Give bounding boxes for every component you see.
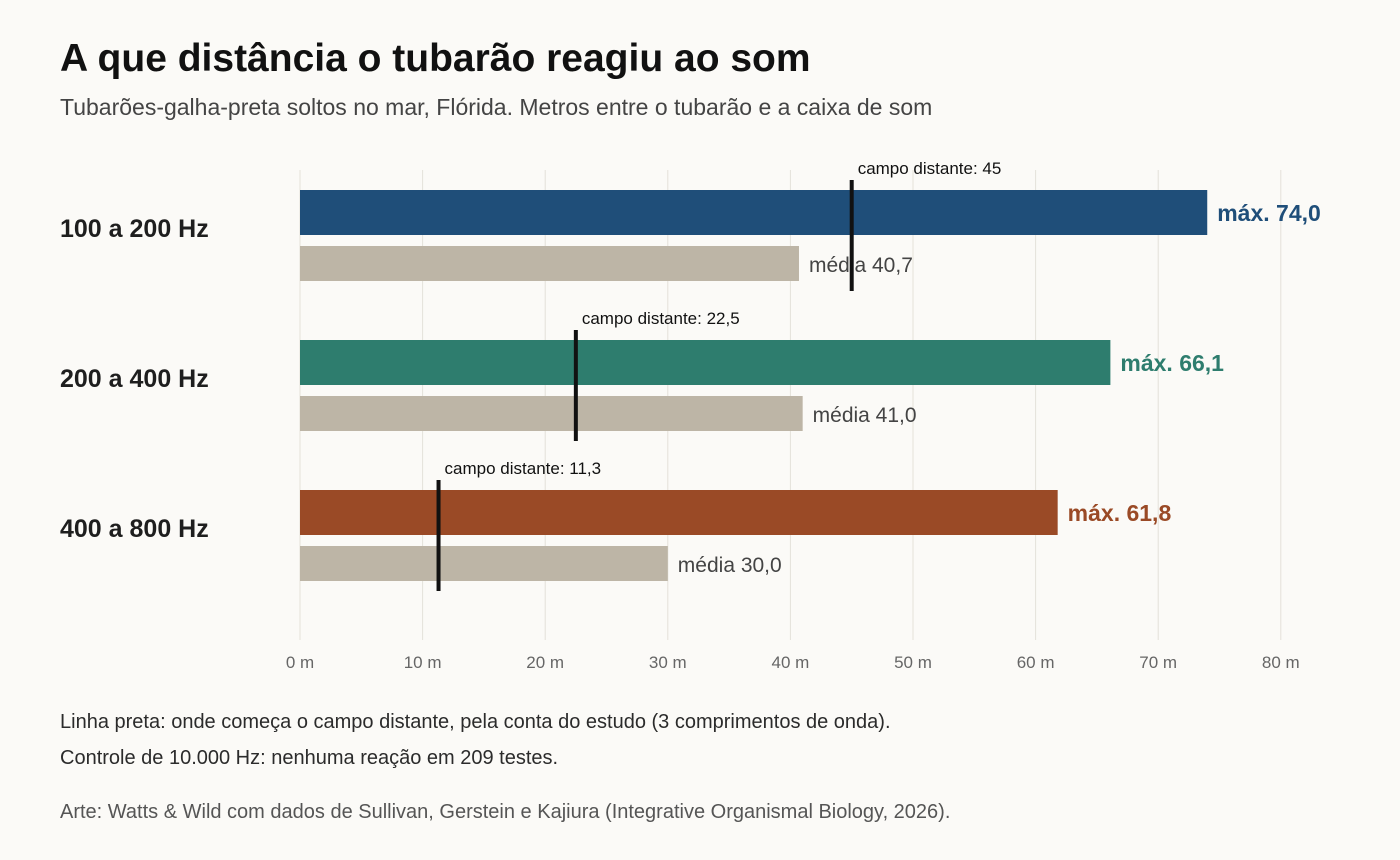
mean-bar — [300, 546, 668, 581]
chart-subtitle: Tubarões-galha-preta soltos no mar, Flór… — [60, 94, 933, 120]
bar-group: 200 a 400 Hz máx. 66,1 média 41,0 campo dis… — [60, 309, 1224, 441]
bar-group: 100 a 200 Hz máx. 74,0 média 40,7 campo dis… — [60, 159, 1321, 291]
category-label: 400 a 800 Hz — [60, 515, 209, 543]
max-value-label: máx. 74,0 — [1217, 200, 1321, 226]
x-tick-label: 20 m — [526, 653, 564, 672]
far-field-label: campo distante: 45 — [858, 159, 1002, 178]
x-tick-label: 0 m — [286, 653, 314, 672]
x-tick-label: 50 m — [894, 653, 932, 672]
far-field-label: campo distante: 11,3 — [445, 459, 602, 478]
x-tick-label: 10 m — [404, 653, 442, 672]
category-label: 100 a 200 Hz — [60, 215, 209, 243]
category-label: 200 a 400 Hz — [60, 365, 209, 393]
x-tick-label: 80 m — [1262, 653, 1300, 672]
mean-bar — [300, 396, 803, 431]
footnote-far-field: Linha preta: onde começa o campo distant… — [60, 711, 891, 733]
x-tick-label: 40 m — [772, 653, 810, 672]
x-tick-label: 30 m — [649, 653, 687, 672]
mean-bar — [300, 246, 799, 281]
max-bar — [300, 490, 1058, 535]
mean-value-label: média 40,7 — [809, 254, 913, 277]
max-bar — [300, 340, 1111, 385]
x-tick-label: 70 m — [1139, 653, 1177, 672]
mean-value-label: média 30,0 — [678, 554, 782, 577]
bar-group: 400 a 800 Hz máx. 61,8 média 30,0 campo dis… — [60, 459, 1171, 591]
max-value-label: máx. 61,8 — [1068, 500, 1172, 526]
x-axis-ticks: 0 m 10 m 20 m 30 m 40 m 50 m 60 m 70 m 80 m — [286, 653, 1300, 672]
far-field-label: campo distante: 22,5 — [582, 309, 740, 328]
x-tick-label: 60 m — [1017, 653, 1055, 672]
bars: 100 a 200 Hz máx. 74,0 média 40,7 campo dis… — [60, 159, 1321, 591]
credit-line: Arte: Watts & Wild com dados de Sullivan… — [60, 801, 951, 823]
chart-title: A que distância o tubarão reagiu ao som — [60, 37, 811, 80]
max-value-label: máx. 66,1 — [1120, 350, 1224, 376]
max-bar — [300, 190, 1208, 235]
footnote-control: Controle de 10.000 Hz: nenhuma reação em… — [60, 747, 559, 769]
mean-value-label: média 41,0 — [813, 404, 917, 427]
